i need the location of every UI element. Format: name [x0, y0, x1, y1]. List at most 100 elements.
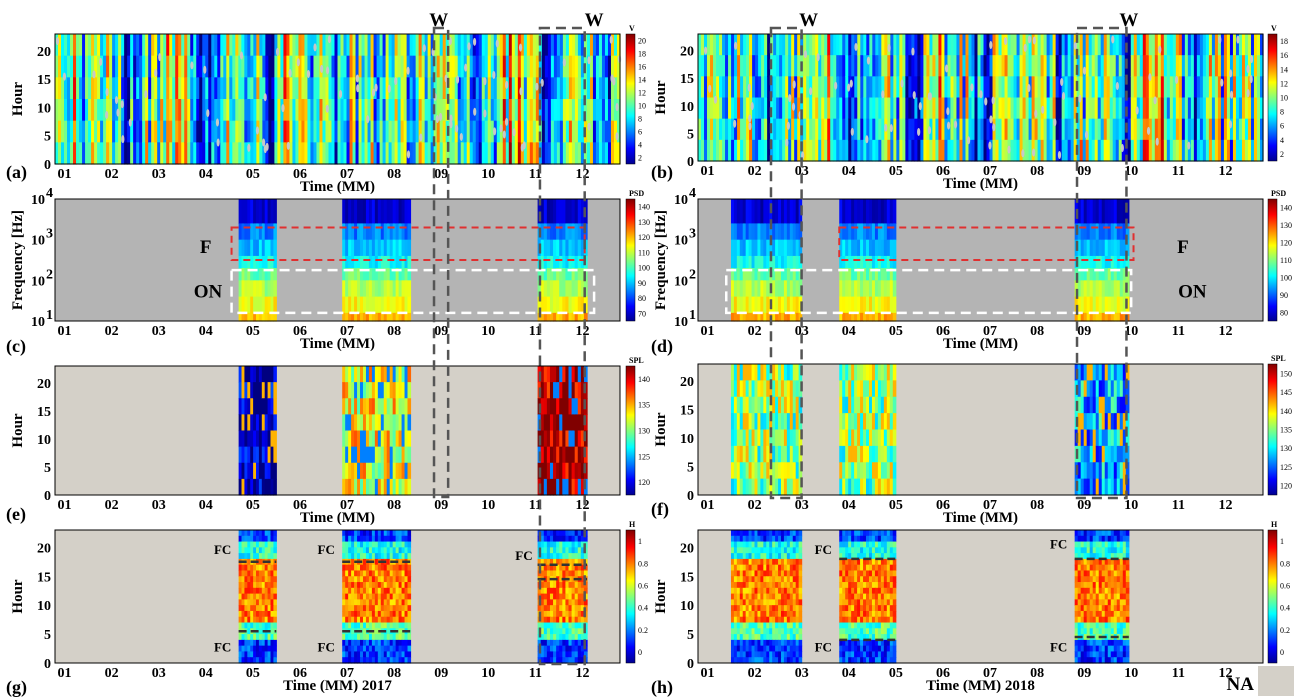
panel-letter: (f) — [651, 499, 669, 520]
heat-cell — [1127, 55, 1132, 77]
heat-cell — [986, 97, 991, 120]
heat-cell — [1214, 118, 1219, 141]
h-cell — [389, 576, 394, 583]
heat-cell — [1166, 55, 1171, 77]
data-segment — [238, 366, 277, 496]
heat-cell — [610, 34, 615, 57]
heat-cell — [809, 97, 813, 120]
heat-cell — [1160, 76, 1165, 99]
spl-cell — [261, 398, 266, 415]
heat-cell — [968, 55, 973, 77]
y-tick-label: 10 — [37, 433, 51, 448]
heat-cell — [388, 142, 393, 165]
heat-cell — [61, 120, 65, 143]
heat-cell — [430, 99, 435, 122]
heat-cell — [896, 76, 900, 99]
spl-cell — [772, 462, 776, 480]
psd-cell — [1113, 296, 1118, 314]
heat-cell — [484, 77, 489, 100]
heat-cell — [568, 142, 573, 165]
spl-cell — [880, 396, 885, 414]
heat-cell — [478, 77, 483, 100]
heat-cell — [1196, 139, 1201, 162]
spl-cell — [407, 366, 412, 383]
spl-cell — [1095, 413, 1100, 431]
heat-cell — [442, 142, 447, 165]
heat-cell — [938, 34, 943, 56]
spl-cell — [1077, 478, 1082, 496]
heat-cell — [541, 120, 546, 143]
heat-cell — [1061, 55, 1066, 77]
psd-cell — [368, 296, 373, 314]
heat-cell — [1127, 76, 1132, 99]
heat-cell — [283, 34, 288, 57]
colorbar-tick-label: 100 — [1280, 273, 1292, 282]
psd-cell — [736, 239, 741, 257]
spl-cell — [377, 446, 382, 464]
heat-cell — [917, 139, 921, 162]
colorbar-tick-label: 140 — [1280, 407, 1292, 416]
na-gap — [884, 123, 888, 132]
na-gap — [1032, 36, 1036, 45]
heat-cell — [616, 99, 621, 122]
heat-cell — [1211, 55, 1216, 77]
heat-cell — [827, 118, 831, 141]
heat-cell — [436, 34, 441, 57]
heat-cell — [995, 118, 1000, 141]
h-cell — [256, 634, 260, 641]
spl-cell — [1101, 364, 1106, 381]
heat-cell — [1184, 34, 1189, 56]
spl-cell — [789, 396, 794, 414]
heat-cell — [1049, 118, 1054, 141]
heat-cell — [298, 120, 303, 143]
heat-cell — [1118, 76, 1123, 99]
heat-cell — [364, 99, 369, 122]
spl-cell — [546, 414, 551, 432]
heat-cell — [1037, 139, 1042, 162]
heat-cell — [1181, 34, 1186, 56]
h-cell — [360, 553, 364, 560]
spl-cell — [748, 364, 753, 381]
psd-cell — [757, 239, 761, 257]
spl-cell — [754, 396, 759, 414]
spl-cell — [848, 396, 852, 414]
heat-cell — [487, 120, 492, 143]
heat-cell — [794, 118, 798, 141]
heat-cell — [592, 77, 597, 100]
heat-cell — [1145, 55, 1150, 77]
heat-cell — [508, 77, 513, 100]
heat-cell — [965, 76, 970, 99]
spl-cell — [795, 396, 800, 414]
psd-cell — [543, 312, 548, 322]
psd-cell — [577, 268, 582, 281]
heat-cell — [241, 142, 245, 165]
heat-cell — [1013, 118, 1018, 141]
psd-cell — [559, 255, 563, 269]
heat-cell — [163, 142, 167, 165]
psd-cell — [745, 199, 750, 224]
psd-cell — [404, 312, 409, 322]
heat-cell — [565, 55, 570, 78]
colorbar-tick-label: 100 — [638, 264, 650, 273]
heat-cell — [472, 55, 477, 78]
spl-cell — [244, 430, 248, 448]
h-cell — [273, 547, 277, 554]
heat-cell — [559, 55, 564, 78]
spl-cell — [757, 380, 761, 398]
heat-cell — [385, 120, 390, 143]
psd-cell — [739, 199, 744, 224]
h-cell — [398, 541, 403, 548]
heat-cell — [974, 55, 979, 77]
na-gap — [99, 57, 103, 66]
psd-cell — [1119, 280, 1124, 298]
heat-cell — [875, 97, 879, 120]
heat-cell — [755, 97, 759, 120]
spl-cell — [868, 413, 873, 431]
psd-cell — [377, 239, 382, 257]
heat-cell — [604, 120, 609, 143]
psd-cell — [365, 223, 370, 241]
heat-cell — [1250, 34, 1255, 56]
heat-cell — [418, 120, 423, 143]
spl-cell — [842, 380, 846, 398]
